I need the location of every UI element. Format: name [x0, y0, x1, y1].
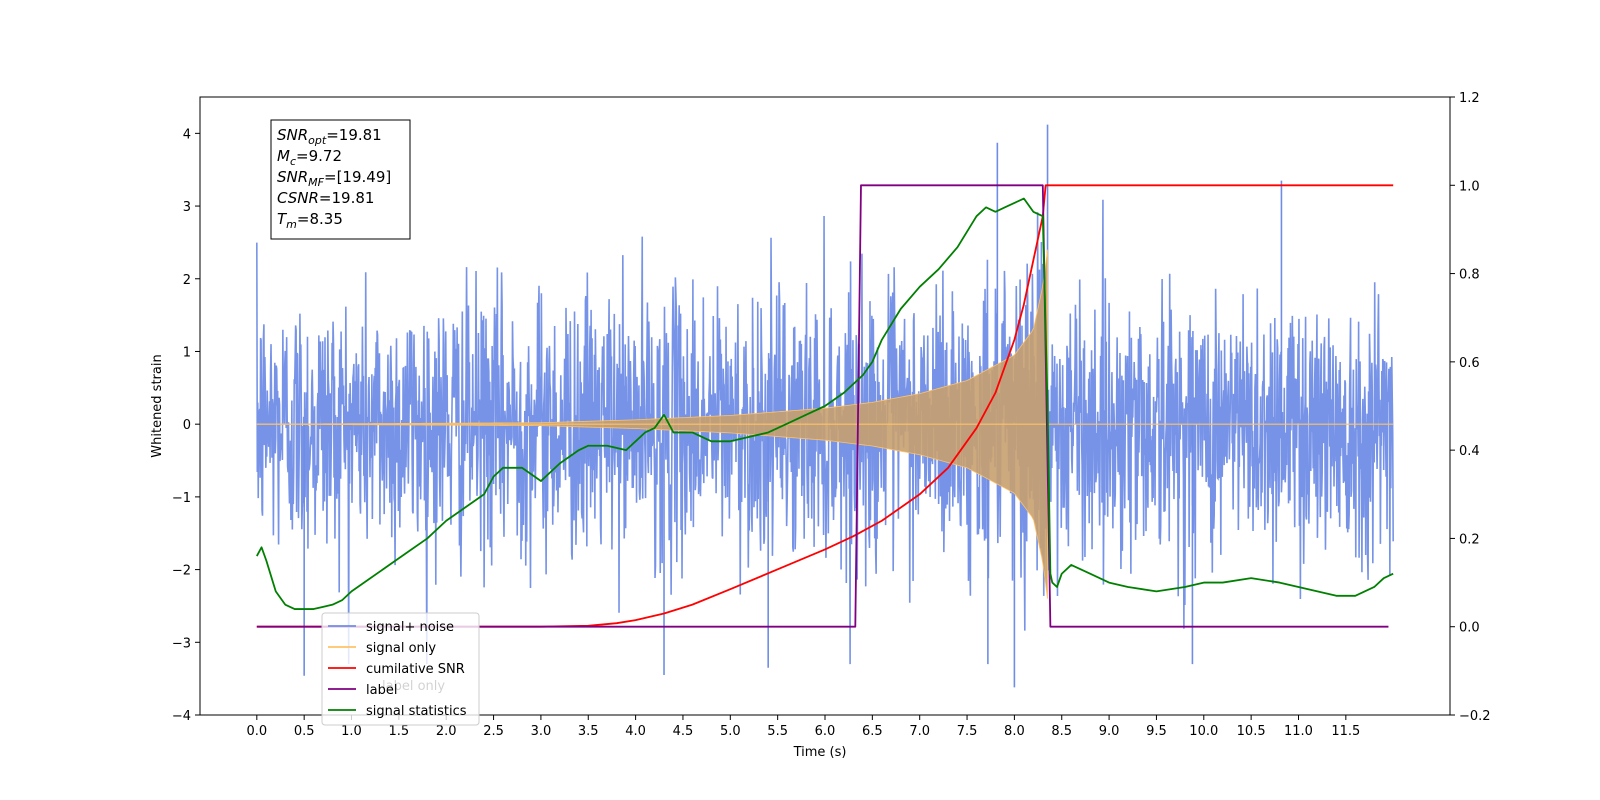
legend-entry[interactable]: signal+ noise [328, 620, 454, 635]
y-tick-label: −1 [172, 491, 191, 506]
y2-tick-label: 0.4 [1459, 444, 1480, 459]
y-tick-label: 3 [183, 200, 191, 215]
annotation-line: Tm=8.35 [277, 210, 343, 231]
annotation-line: Mc=9.72 [277, 147, 342, 168]
y2-tick-label: 0.6 [1459, 356, 1480, 371]
y-tick-label: 4 [183, 127, 191, 142]
legend-entry[interactable]: signal only [328, 641, 436, 656]
x-tick-label: 11.0 [1284, 724, 1313, 739]
x-tick-label: 6.0 [815, 724, 836, 739]
y-tick-label: 1 [183, 345, 191, 360]
legend-label: cumilative SNR [366, 662, 465, 677]
legend-label: signal only [366, 641, 436, 656]
y-axis-label: Whitened strain [150, 354, 165, 457]
annotation-frame [270, 119, 411, 240]
series-layer [256, 124, 1394, 688]
y-axis-right: −0.2 0.0 0.2 0.4 0.6 0.8 1.0 1.2 [1450, 91, 1491, 724]
x-tick-label: 3.5 [578, 724, 599, 739]
x-tick-label: 2.5 [483, 724, 504, 739]
x-tick-label: 1.5 [389, 724, 410, 739]
x-tick-label: 9.0 [1099, 724, 1120, 739]
y-axis-left: −4 −3 −2 −1 0 1 2 3 4 [172, 127, 200, 724]
x-tick-label: 5.5 [767, 724, 788, 739]
x-tick-label: 1.0 [341, 724, 362, 739]
legend-hidden-text: label only [382, 679, 445, 694]
x-tick-label: 10.5 [1237, 724, 1266, 739]
x-tick-label: 7.5 [957, 724, 978, 739]
annotation-line: CSNR=19.81 [277, 189, 374, 207]
legend-label: signal+ noise [366, 620, 454, 635]
series-signal-statistics [256, 197, 1394, 610]
y2-tick-label: 0.8 [1459, 268, 1480, 283]
stats-annotation-box: SNRopt=19.81Mc=9.72SNRMF=[19.49]CSNR=19.… [270, 119, 411, 240]
y2-tick-label: −0.2 [1459, 709, 1491, 724]
legend[interactable]: label only signal+ noise signal only cumila… [321, 612, 480, 726]
x-tick-label: 4.5 [673, 724, 694, 739]
x-tick-label: 2.0 [436, 724, 457, 739]
series-label [256, 184, 1389, 628]
x-axis-label: Time (s) [793, 745, 847, 760]
y-tick-label: −3 [172, 636, 191, 651]
x-tick-label: 7.0 [909, 724, 930, 739]
x-tick-label: 11.5 [1331, 724, 1360, 739]
y-tick-label: 0 [183, 418, 191, 433]
legend-entry[interactable]: cumilative SNR [328, 662, 465, 677]
x-tick-label: 5.0 [720, 724, 741, 739]
x-tick-label: 3.0 [531, 724, 552, 739]
legend-label: signal statistics [366, 704, 467, 719]
series-signal-noise [256, 199, 1394, 665]
y-tick-label: −4 [172, 709, 191, 724]
y-tick-label: −2 [172, 564, 191, 579]
x-tick-label: 6.5 [862, 724, 883, 739]
series-cumulative-snr [256, 184, 1394, 628]
y-tick-label: 2 [183, 273, 191, 288]
y2-tick-label: 0.0 [1459, 621, 1480, 636]
x-axis: 0.0 0.5 1.0 1.5 2.0 2.5 3.0 3.5 4.0 4.5 5.0 5.5 6.0 6… [246, 715, 1360, 739]
annotation-line: SNRopt=19.81 [277, 126, 382, 147]
legend-frame [321, 612, 480, 726]
legend-entry[interactable]: label [328, 683, 397, 698]
y2-tick-label: 0.2 [1459, 532, 1480, 547]
x-tick-label: 8.5 [1051, 724, 1072, 739]
legend-entry[interactable]: signal statistics [328, 704, 467, 719]
x-tick-label: 0.5 [294, 724, 315, 739]
annotation-line: SNRMF=[19.49] [277, 168, 391, 189]
x-tick-label: 9.5 [1146, 724, 1167, 739]
y2-tick-label: 1.2 [1459, 91, 1480, 106]
y2-tick-label: 1.0 [1459, 179, 1480, 194]
x-tick-label: 4.0 [625, 724, 646, 739]
x-tick-label: 0.0 [246, 724, 267, 739]
legend-label: label [366, 683, 397, 698]
x-tick-label: 8.0 [1004, 724, 1025, 739]
x-tick-label: 10.0 [1189, 724, 1218, 739]
